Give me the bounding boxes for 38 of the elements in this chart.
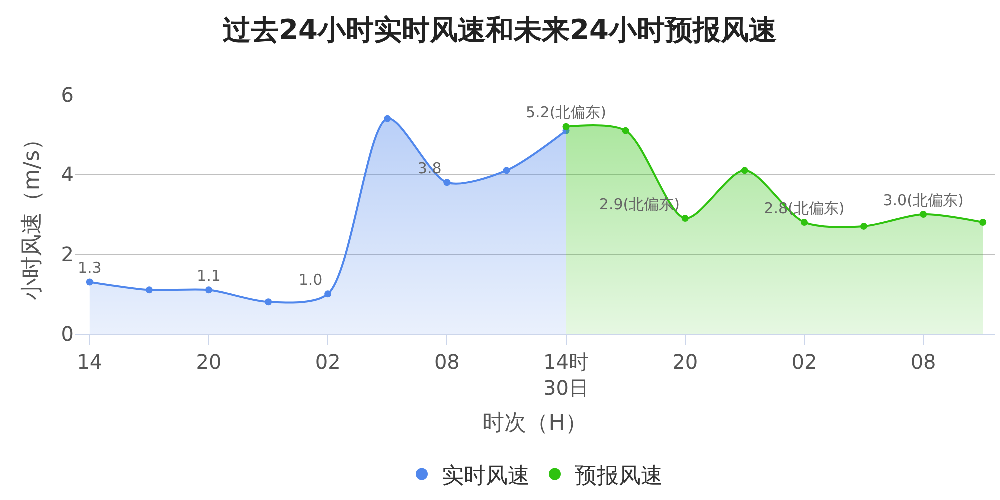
- point: [741, 167, 748, 174]
- point: [622, 127, 630, 134]
- point: [444, 179, 451, 186]
- data-label: 1.0: [298, 271, 323, 290]
- x-tick-label: 02: [792, 350, 818, 374]
- legend-label: 预报风速: [575, 464, 663, 489]
- point: [205, 286, 212, 294]
- data-label: 1.3: [78, 259, 102, 278]
- y-tick-label: 6: [61, 83, 74, 107]
- y-tick-label: 2: [61, 242, 74, 266]
- x-tick-label: 02: [315, 350, 341, 374]
- point: [146, 286, 153, 294]
- point: [265, 298, 272, 306]
- x-tick-label: 20: [672, 350, 698, 374]
- point: [920, 211, 928, 218]
- point: [562, 123, 570, 130]
- point: [860, 222, 868, 230]
- x-axis-title: 时次（H）: [482, 410, 588, 436]
- data-label: 1.1: [197, 267, 221, 286]
- data-label: 5.2(北偏东): [526, 104, 607, 122]
- x-tick-label: 20: [196, 350, 222, 374]
- point: [324, 290, 332, 298]
- point: [980, 218, 987, 226]
- point: [682, 214, 689, 222]
- point: [800, 218, 808, 226]
- x-tick-label: 14: [77, 350, 103, 374]
- x-tick-label: 08: [434, 350, 460, 374]
- y-tick-label: 0: [61, 322, 74, 346]
- point: [384, 115, 392, 122]
- point: [86, 278, 94, 286]
- y-axis-title: 小时风速（m/s）: [20, 128, 46, 301]
- y-tick-label: 4: [61, 162, 74, 187]
- x-tick-label: 08: [910, 350, 936, 374]
- chart-title: 过去24小时实时风速和未来24小时预报风速: [222, 14, 777, 47]
- x-tick-label: 14时 30日: [544, 350, 589, 400]
- legend-label: 实时风速: [442, 464, 530, 489]
- data-label: 3.0(北偏东): [883, 191, 964, 210]
- point: [503, 167, 510, 174]
